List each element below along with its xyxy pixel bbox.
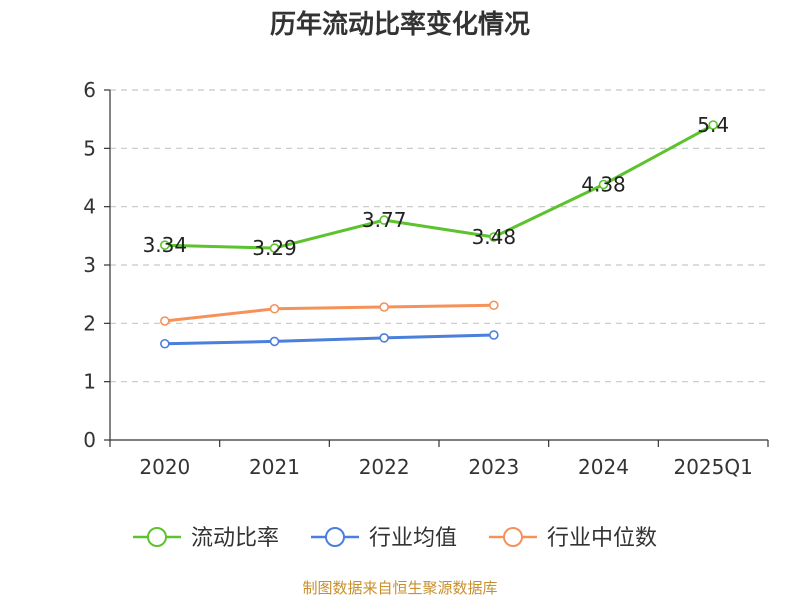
legend-label: 流动比率	[191, 526, 279, 551]
series-1-point	[379, 215, 389, 225]
series-3-point	[489, 300, 499, 311]
series-2-point	[269, 336, 280, 347]
series-1-data-label: 3.34	[143, 233, 188, 257]
legend-item-3[interactable]: 行业中位数	[489, 526, 657, 551]
series-1-line	[164, 123, 714, 250]
x-tick-label: 2022	[359, 455, 410, 479]
series-lines	[160, 120, 718, 349]
y-tick-label: 5	[83, 136, 96, 160]
axes: 0 1 2 3 4 5 6 2020 2021 2022 2023 2024 2025Q1	[83, 78, 769, 479]
y-tick-label: 1	[83, 370, 96, 394]
series-1-data-label: 5.4	[697, 113, 729, 137]
series-3-line	[164, 303, 494, 323]
data-labels: 3.34 3.29 3.77 3.48 4.38 5.4	[143, 113, 730, 260]
series-1-point	[708, 120, 718, 130]
x-tick-label: 2025Q1	[673, 455, 752, 479]
legend-item-1[interactable]: 流动比率	[133, 526, 279, 551]
x-tick-label: 2024	[578, 455, 629, 479]
series-2-point	[489, 330, 499, 340]
series-2-point	[379, 333, 389, 343]
legend-swatch-marker	[503, 527, 523, 547]
legend-item-2[interactable]: 行业均值	[311, 526, 457, 551]
legend[interactable]: 流动比率 行业均值 行业中位数	[133, 526, 657, 551]
series-1-data-label: 4.38	[581, 173, 626, 197]
chart-title: 历年流动比率变化情况	[269, 10, 530, 40]
y-tick-label: 2	[83, 311, 96, 335]
series-2-line	[164, 333, 494, 346]
x-tick-label: 2023	[468, 455, 519, 479]
y-tick-label: 4	[83, 195, 96, 219]
series-1-data-label: 3.29	[252, 236, 297, 260]
legend-swatch-marker	[147, 527, 167, 547]
legend-label: 行业中位数	[547, 526, 657, 551]
series-2-point	[160, 338, 170, 349]
legend-label: 行业均值	[369, 526, 457, 551]
series-3-point	[269, 303, 280, 314]
y-tick-label: 0	[83, 428, 96, 452]
series-1-point	[598, 179, 609, 190]
series-1-point	[160, 240, 170, 250]
y-tick-label: 3	[83, 253, 96, 277]
series-3-point	[160, 316, 170, 326]
legend-swatch-marker	[325, 527, 345, 547]
series-1-point	[269, 243, 280, 253]
x-tick-label: 2020	[139, 455, 190, 479]
y-tick-label: 6	[83, 78, 96, 102]
series-1-data-label: 3.77	[362, 208, 407, 232]
source-footer: 制图数据来自恒生聚源数据库	[302, 579, 498, 597]
series-1-data-label: 3.48	[472, 225, 517, 249]
series-3-point	[379, 302, 389, 312]
series-1-point	[489, 232, 499, 242]
x-tick-label: 2021	[249, 455, 300, 479]
